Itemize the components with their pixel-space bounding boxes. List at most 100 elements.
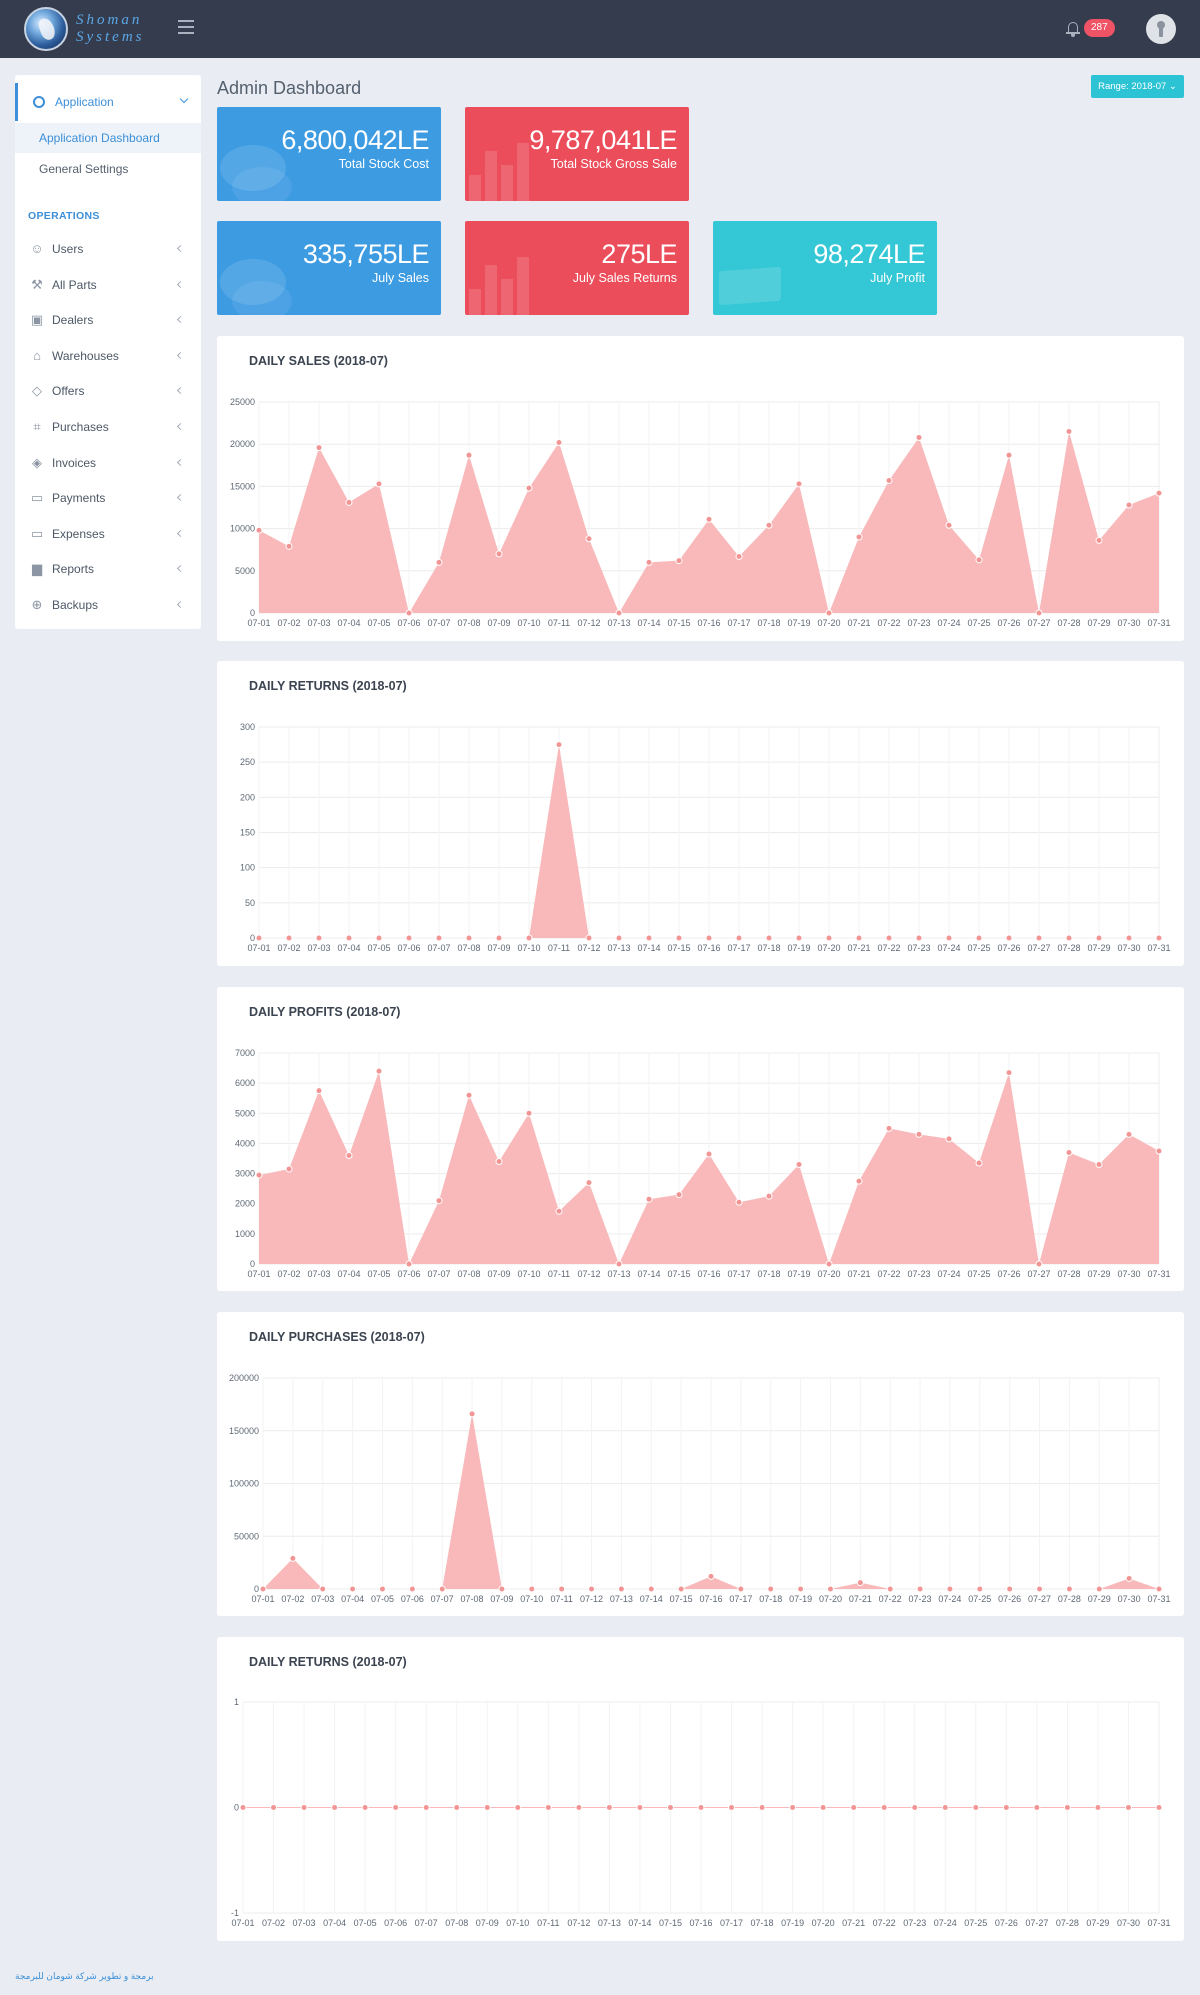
data-point[interactable]: [1125, 934, 1133, 942]
data-point[interactable]: [885, 934, 893, 942]
data-point[interactable]: [645, 558, 653, 566]
data-point[interactable]: [285, 934, 293, 942]
data-point[interactable]: [636, 1804, 644, 1811]
bell-icon[interactable]: [1066, 21, 1080, 37]
data-point[interactable]: [675, 557, 683, 565]
data-point[interactable]: [315, 1087, 323, 1095]
data-point[interactable]: [255, 1171, 263, 1179]
data-point[interactable]: [525, 934, 533, 942]
data-point[interactable]: [1005, 934, 1013, 942]
data-point[interactable]: [378, 1585, 386, 1593]
data-point[interactable]: [270, 1804, 278, 1811]
data-point[interactable]: [735, 552, 743, 560]
data-point[interactable]: [495, 1158, 503, 1166]
data-point[interactable]: [945, 934, 953, 942]
data-point[interactable]: [285, 1165, 293, 1173]
data-point[interactable]: [915, 934, 923, 942]
sidebar-item-warehouses[interactable]: ⌂ Warehouses: [15, 342, 201, 370]
data-point[interactable]: [375, 480, 383, 488]
data-point[interactable]: [916, 1585, 924, 1593]
data-point[interactable]: [1155, 489, 1163, 497]
data-point[interactable]: [945, 1135, 953, 1143]
data-point[interactable]: [946, 1585, 954, 1593]
data-point[interactable]: [555, 439, 563, 447]
data-point[interactable]: [345, 498, 353, 506]
data-point[interactable]: [1035, 1260, 1043, 1268]
data-point[interactable]: [705, 515, 713, 523]
data-point[interactable]: [392, 1804, 400, 1811]
data-point[interactable]: [285, 542, 293, 550]
data-point[interactable]: [941, 1804, 949, 1811]
data-point[interactable]: [345, 934, 353, 942]
data-point[interactable]: [645, 1195, 653, 1203]
data-point[interactable]: [976, 1585, 984, 1593]
data-point[interactable]: [795, 1161, 803, 1169]
data-point[interactable]: [975, 1159, 983, 1167]
data-point[interactable]: [911, 1804, 919, 1811]
data-point[interactable]: [585, 535, 593, 543]
data-point[interactable]: [855, 1177, 863, 1185]
data-point[interactable]: [795, 934, 803, 942]
data-point[interactable]: [525, 1109, 533, 1117]
data-point[interactable]: [880, 1804, 888, 1811]
data-point[interactable]: [435, 1197, 443, 1205]
data-point[interactable]: [728, 1804, 736, 1811]
data-point[interactable]: [615, 934, 623, 942]
sidebar-item-all-parts[interactable]: ⚒ All Parts: [15, 271, 201, 299]
data-point[interactable]: [767, 1585, 775, 1593]
data-point[interactable]: [1125, 1130, 1133, 1138]
data-point[interactable]: [465, 934, 473, 942]
data-point[interactable]: [735, 1198, 743, 1206]
data-point[interactable]: [617, 1585, 625, 1593]
data-point[interactable]: [408, 1585, 416, 1593]
data-point[interactable]: [1036, 1585, 1044, 1593]
data-point[interactable]: [528, 1585, 536, 1593]
data-point[interactable]: [1065, 428, 1073, 436]
data-point[interactable]: [1035, 934, 1043, 942]
data-point[interactable]: [405, 1260, 413, 1268]
data-point[interactable]: [666, 1804, 674, 1811]
data-point[interactable]: [289, 1554, 297, 1562]
sidebar-subitem-1[interactable]: General Settings: [39, 162, 129, 176]
data-point[interactable]: [737, 1585, 745, 1593]
data-point[interactable]: [349, 1585, 357, 1593]
data-point[interactable]: [758, 1804, 766, 1811]
data-point[interactable]: [850, 1804, 858, 1811]
sidebar-item-invoices[interactable]: ◈ Invoices: [15, 449, 201, 477]
data-point[interactable]: [735, 934, 743, 942]
user-avatar[interactable]: [1146, 14, 1176, 44]
data-point[interactable]: [885, 476, 893, 484]
data-point[interactable]: [765, 521, 773, 529]
sidebar-item-application[interactable]: Application: [15, 83, 201, 121]
data-point[interactable]: [1155, 1585, 1163, 1593]
stat-card-total-stock-gross-sale[interactable]: 9,787,041LE Total Stock Gross Sale: [465, 107, 689, 201]
data-point[interactable]: [300, 1804, 308, 1811]
data-point[interactable]: [555, 741, 563, 749]
footer-credit[interactable]: برمجة و تطوير شركة شومان للبرمجة: [15, 1971, 154, 1981]
data-point[interactable]: [438, 1585, 446, 1593]
sidebar-item-expenses[interactable]: ▭ Expenses: [15, 520, 201, 548]
data-point[interactable]: [1002, 1804, 1010, 1811]
data-point[interactable]: [615, 609, 623, 617]
data-point[interactable]: [588, 1585, 596, 1593]
data-point[interactable]: [795, 480, 803, 488]
data-point[interactable]: [615, 1260, 623, 1268]
data-point[interactable]: [525, 484, 533, 492]
data-point[interactable]: [585, 1179, 593, 1187]
data-point[interactable]: [885, 1124, 893, 1132]
sidebar-item-backups[interactable]: ⊕ Backups: [15, 591, 201, 619]
data-point[interactable]: [675, 1191, 683, 1199]
data-point[interactable]: [1155, 934, 1163, 942]
data-point[interactable]: [1065, 934, 1073, 942]
data-point[interactable]: [1095, 536, 1103, 544]
data-point[interactable]: [975, 556, 983, 564]
data-point[interactable]: [435, 934, 443, 942]
data-point[interactable]: [886, 1585, 894, 1593]
data-point[interactable]: [1125, 501, 1133, 509]
data-point[interactable]: [361, 1804, 369, 1811]
brand-logo[interactable]: Shoman Systems: [22, 4, 152, 54]
data-point[interactable]: [435, 558, 443, 566]
data-point[interactable]: [915, 433, 923, 441]
data-point[interactable]: [1155, 1147, 1163, 1155]
data-point[interactable]: [483, 1804, 491, 1811]
